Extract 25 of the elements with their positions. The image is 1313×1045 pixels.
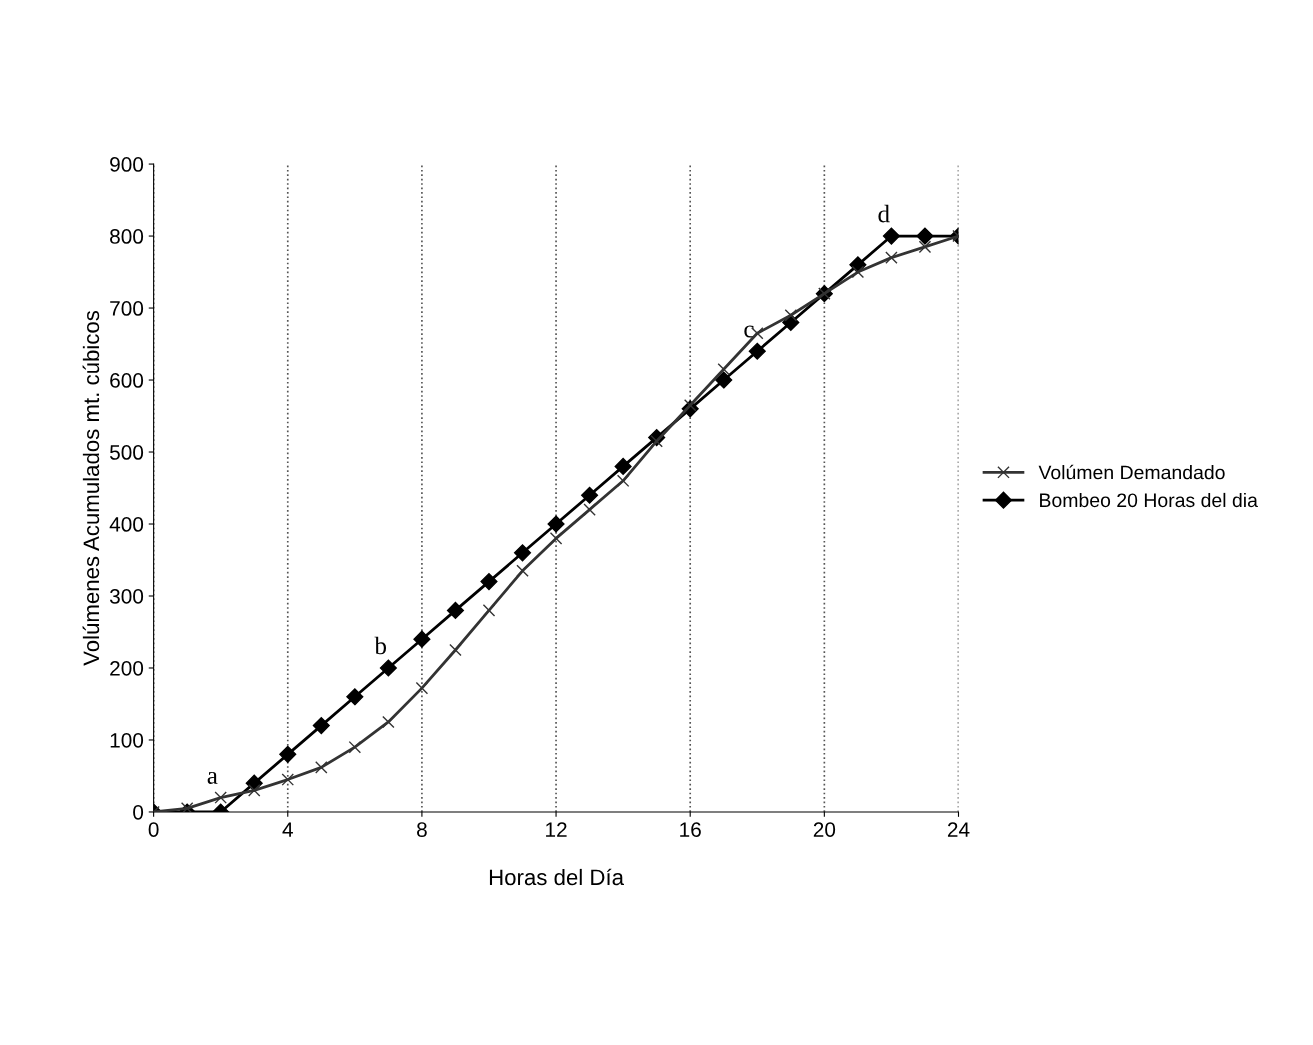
y-tick-label: 0 xyxy=(133,804,144,820)
x-tick-label: 24 xyxy=(947,822,970,837)
annotation: c xyxy=(744,325,754,338)
y-tick-label: 800 xyxy=(110,229,144,244)
y-tick-label: 100 xyxy=(110,732,144,748)
x-tick-label: 16 xyxy=(680,822,701,837)
y-tick-label: 700 xyxy=(110,301,144,316)
annotation: d xyxy=(878,204,890,223)
y-tick-label: 300 xyxy=(109,589,144,604)
y-tick-label: 200 xyxy=(110,660,144,676)
x-tick-label: 20 xyxy=(813,822,836,837)
y-tick-label: 400 xyxy=(109,517,144,532)
y-tick-label: 900 xyxy=(110,157,144,172)
annotation: b xyxy=(374,636,387,655)
legend-label: Bombeo 20 Horas del dia xyxy=(1040,492,1258,508)
y-axis-title: Volúmenes Acumulados mt. cúbicos xyxy=(82,310,100,666)
x-axis-title: Horas del Día xyxy=(489,868,624,886)
legend-label: Volúmen Demandado xyxy=(1038,464,1225,480)
x-tick-label: 12 xyxy=(546,822,567,837)
y-tick-label: 500 xyxy=(109,445,144,460)
x-tick-label: 0 xyxy=(148,822,159,837)
x-tick-label: 4 xyxy=(282,822,293,837)
annotation: a xyxy=(207,771,218,784)
x-tick-label: 8 xyxy=(417,822,427,837)
y-tick-label: 600 xyxy=(110,373,144,388)
